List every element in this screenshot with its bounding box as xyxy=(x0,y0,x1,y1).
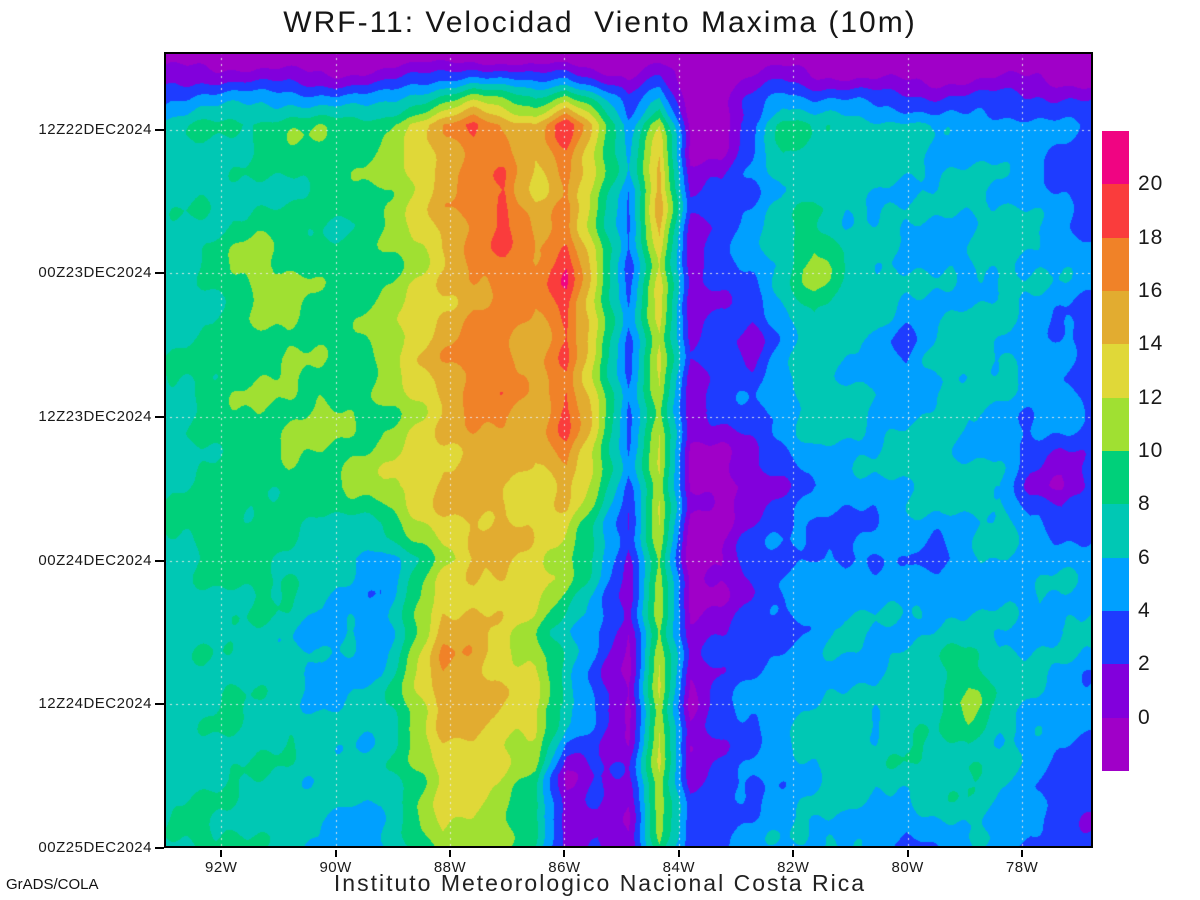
footer-grads-credit: GrADS/COLA xyxy=(6,876,99,893)
colorbar xyxy=(1102,131,1129,771)
colorbar-label: 0 xyxy=(1138,705,1151,729)
colorbar-label: 10 xyxy=(1138,439,1164,462)
colorbar-segment xyxy=(1102,450,1129,505)
x-tick xyxy=(792,850,795,857)
colorbar-label: 6 xyxy=(1138,545,1151,569)
footer-institution: Instituto Meteorologico Nacional Costa R… xyxy=(333,870,867,896)
x-tick-label: 86W xyxy=(548,859,581,876)
x-tick xyxy=(449,850,452,857)
y-tick xyxy=(155,416,164,419)
colorbar-label: 18 xyxy=(1138,225,1164,249)
colorbar-segment xyxy=(1102,557,1129,611)
x-tick-label: 88W xyxy=(433,859,467,876)
plot-area xyxy=(164,52,1093,848)
x-tick-label: 80W xyxy=(891,859,924,876)
x-tick xyxy=(220,850,223,857)
x-tick xyxy=(563,850,566,857)
colorbar-segment xyxy=(1102,131,1129,185)
colorbar-label: 14 xyxy=(1138,332,1164,356)
x-tick xyxy=(1021,850,1024,857)
y-tick-label: 00Z23DEC2024 xyxy=(38,264,152,282)
colorbar-label: 20 xyxy=(1138,172,1164,196)
colorbar-segment xyxy=(1102,184,1129,238)
y-tick xyxy=(155,703,164,706)
y-tick xyxy=(155,128,164,131)
colorbar-segment xyxy=(1102,344,1129,398)
x-tick-label: 90W xyxy=(319,859,352,876)
colorbar-label: 16 xyxy=(1138,279,1164,302)
x-tick xyxy=(906,850,909,857)
colorbar-label: 4 xyxy=(1138,599,1151,622)
colorbar-label: 2 xyxy=(1138,652,1151,676)
heatmap-canvas xyxy=(164,52,1093,848)
y-tick xyxy=(155,847,164,849)
x-tick xyxy=(677,850,680,857)
colorbar-segment xyxy=(1102,290,1129,345)
y-tick-label: 00Z25DEC2024 xyxy=(38,839,152,856)
colorbar-segment xyxy=(1102,717,1129,771)
y-tick-label: 12Z24DEC2024 xyxy=(38,695,152,713)
colorbar-label: 12 xyxy=(1138,385,1164,409)
x-tick-label: 78W xyxy=(1005,859,1039,876)
y-tick xyxy=(155,272,164,275)
y-tick-label: 12Z22DEC2024 xyxy=(38,120,152,138)
colorbar-segment xyxy=(1102,664,1129,718)
x-tick-label: 92W xyxy=(205,859,238,876)
x-tick-label: 82W xyxy=(777,859,810,876)
colorbar-segment xyxy=(1102,237,1129,291)
colorbar-segment xyxy=(1102,397,1129,451)
colorbar-label: 8 xyxy=(1138,492,1151,516)
y-tick-label: 00Z24DEC2024 xyxy=(38,551,152,569)
chart-title: WRF-11: Velocidad Viento Maxima (10m) xyxy=(283,6,917,39)
colorbar-segment xyxy=(1102,610,1129,665)
colorbar-segment xyxy=(1102,504,1129,558)
y-tick-label: 12Z23DEC2024 xyxy=(38,408,152,426)
y-tick xyxy=(155,559,164,562)
x-tick-label: 84W xyxy=(662,859,695,876)
x-tick xyxy=(334,850,337,857)
